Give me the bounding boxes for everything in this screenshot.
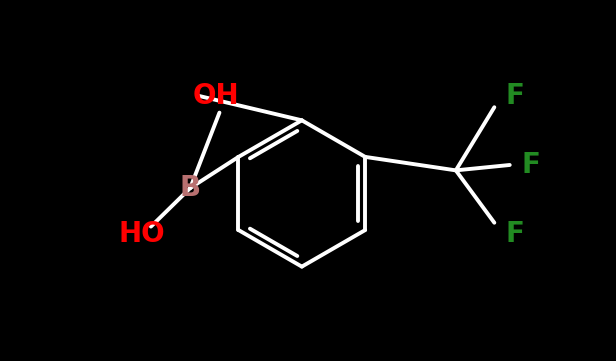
Text: HO: HO — [119, 220, 165, 248]
Text: B: B — [180, 174, 201, 202]
Text: F: F — [506, 220, 525, 248]
Text: F: F — [506, 82, 525, 110]
Text: OH: OH — [192, 82, 239, 110]
Text: F: F — [521, 151, 540, 179]
